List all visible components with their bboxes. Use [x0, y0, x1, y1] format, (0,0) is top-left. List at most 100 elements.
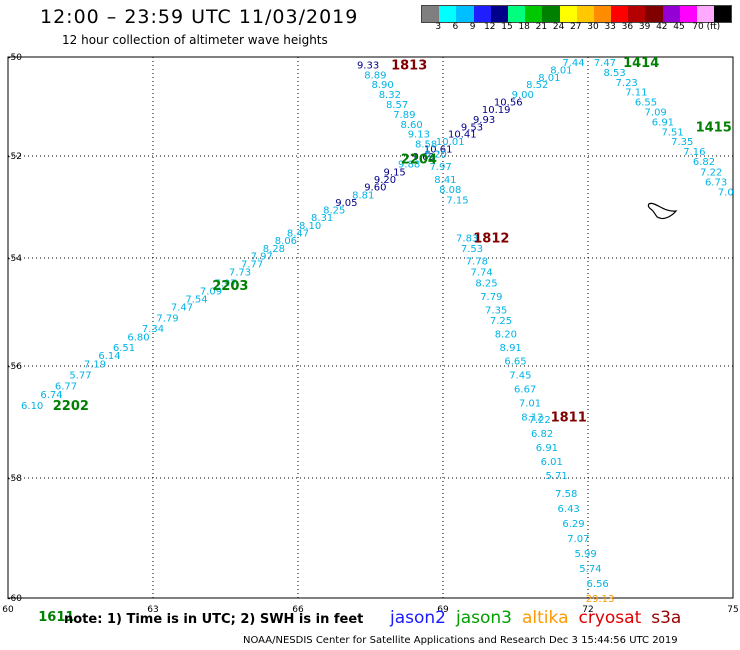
map-subtitle: 12 hour collection of altimeter wave hei… — [62, 33, 328, 47]
wave-height-point: 7.07 — [567, 534, 589, 545]
color-scale-swatch — [645, 6, 663, 22]
wave-height-point: 6.91 — [536, 443, 558, 454]
wave-height-point: 8.12 — [521, 412, 543, 423]
wave-height-point: 6.29 — [562, 519, 584, 530]
wave-height-point: 7.11 — [625, 88, 647, 99]
wave-height-point: 6.82 — [531, 429, 553, 440]
latitude-tick-label: -58 — [7, 474, 22, 484]
longitude-tick-label: 69 — [437, 605, 449, 615]
legend-item-altika: altika — [522, 608, 569, 628]
wave-height-point: 7.97 — [429, 162, 451, 173]
wave-height-point: 7.97 — [214, 278, 236, 289]
wave-height-point: 8.06 — [275, 236, 297, 247]
wave-height-point: 8.01 — [538, 73, 560, 84]
track-label: 1812 — [473, 232, 509, 247]
wave-height-point: 6.51 — [113, 343, 135, 354]
legend-item-jason2: jason2 — [390, 608, 446, 628]
wave-height-point: 8.91 — [500, 343, 522, 354]
color-scale-swatch — [559, 6, 577, 22]
wave-height-point: 9.69 — [413, 152, 435, 163]
wave-height-point: 6.56 — [587, 579, 609, 590]
wave-height-point: 8.31 — [311, 213, 333, 224]
wave-height-point: 9.13 — [408, 130, 430, 141]
map-title: 12:00 – 23:59 UTC 11/03/2019 — [40, 6, 359, 28]
wave-height-point: 10.19 — [482, 105, 511, 116]
latitude-tick-label: -54 — [7, 254, 22, 264]
wave-height-point: 9.00 — [512, 90, 534, 101]
wave-height-point: 10.61 — [424, 145, 453, 156]
track-label: 2202 — [53, 399, 89, 414]
longitude-tick-label: 72 — [582, 605, 593, 615]
wave-height-point: 7.09 — [200, 286, 222, 297]
wave-height-point: 8.41 — [434, 175, 456, 186]
wave-height-point: 5.99 — [574, 549, 596, 560]
color-scale-label: 42 — [656, 22, 668, 32]
color-scale-swatch — [456, 6, 474, 22]
wave-height-point: 7.74 — [471, 268, 493, 279]
wave-height-point: 7.44 — [562, 58, 584, 69]
wave-height-point: 8.10 — [299, 221, 321, 232]
color-scale-label: 21 — [535, 22, 548, 32]
color-scale-swatch — [525, 6, 543, 22]
longitude-tick-label: 75 — [727, 605, 738, 615]
wave-height-point: 7.34 — [142, 324, 164, 335]
wave-height-point: 6.55 — [635, 98, 657, 109]
wave-height-point: 6.80 — [127, 332, 149, 343]
wave-height-point: 7.77 — [241, 259, 263, 270]
legend-item-s3a: s3a — [651, 608, 682, 628]
wave-height-points: 6.106.746.775.777.196.146.516.807.347.79… — [21, 58, 734, 605]
track-label: 2203 — [212, 279, 248, 294]
wave-height-point: 7.47 — [171, 303, 193, 314]
color-scale-swatch — [611, 6, 629, 22]
wave-height-point: 7.0 — [718, 188, 734, 199]
wave-height-point: 8.20 — [495, 330, 517, 341]
color-scale-label: 45 — [673, 22, 685, 32]
color-scale-label: 39 — [638, 22, 651, 32]
units-note: note: 1) Time is in UTC; 2) SWH is in fe… — [64, 612, 364, 627]
color-scale-label: 9 — [469, 22, 476, 32]
longitude-tick-label: 66 — [292, 605, 304, 615]
track-label: 1611 — [38, 610, 74, 625]
wave-height-point: 8.58 — [415, 140, 437, 151]
wave-height-point: 8.52 — [526, 80, 548, 91]
wave-height-point: 6.01 — [541, 457, 563, 468]
wave-height-point: 7.19 — [84, 359, 106, 370]
track-label: 1415 — [696, 120, 732, 135]
credit-line: NOAA/NESDIS Center for Satellite Applica… — [243, 635, 678, 646]
wave-height-point: 8.57 — [386, 100, 408, 111]
wave-height-point: 9.05 — [335, 198, 357, 209]
color-scale-swatch — [422, 6, 440, 22]
wave-height-point: 8.47 — [287, 229, 309, 240]
wave-height-point: 8.53 — [603, 68, 625, 79]
wave-height-point: 9.60 — [364, 183, 386, 194]
track-label: 1811 — [551, 410, 587, 425]
color-scale-label: 15 — [501, 22, 513, 32]
color-scale-swatch — [679, 6, 697, 22]
wave-height-point: 7.09 — [645, 107, 667, 118]
wave-height-point: 7.73 — [229, 268, 251, 279]
wave-height-point: 6.82 — [693, 157, 715, 168]
wave-height-point: 10.01 — [436, 137, 465, 148]
wave-height-point: 7.53 — [461, 244, 483, 255]
wave-height-point: 6.77 — [55, 382, 77, 393]
wave-height-point: 9.20 — [374, 175, 396, 186]
wave-height-point: 10.56 — [494, 98, 523, 109]
color-scale-swatch — [576, 6, 594, 22]
wave-height-point: 7.83 — [456, 234, 478, 245]
wave-height-point: 7.22 — [700, 167, 722, 178]
wave-height-point: 8.81 — [352, 190, 374, 201]
wave-height-point: 7.35 — [485, 305, 507, 316]
latitude-tick-label: -56 — [7, 362, 22, 372]
color-scale-label: 33 — [604, 22, 616, 32]
wave-height-point: 7.79 — [156, 313, 178, 324]
island-outline — [647, 202, 678, 220]
color-scale-label: 6 — [452, 22, 459, 32]
color-scale-label: 24 — [552, 22, 565, 32]
color-scale-swatch — [439, 6, 457, 22]
track-labels: 2202 1813 2204 2203 1812 1811 1414 1415 1611 — [38, 56, 732, 625]
track-label: 1414 — [623, 56, 659, 71]
wave-height-point: 8.28 — [263, 244, 285, 255]
color-scale-swatch — [662, 6, 680, 22]
wave-height-point: 6.14 — [98, 351, 120, 362]
